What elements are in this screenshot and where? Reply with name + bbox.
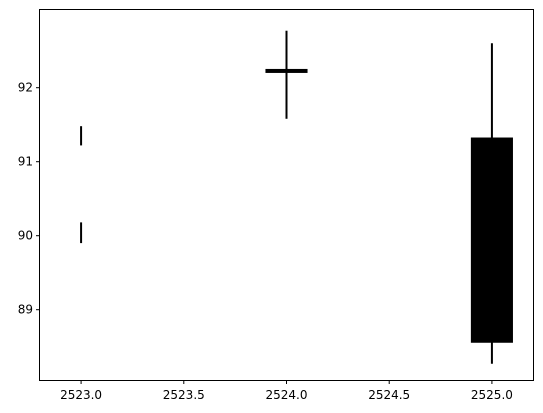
- y-tick-label: 91: [18, 155, 33, 169]
- candle-2: [265, 30, 308, 119]
- x-tick-label: 2524.5: [368, 388, 410, 402]
- candle-3: [470, 43, 513, 364]
- y-tick-label: 92: [18, 81, 33, 95]
- candle-body: [265, 68, 308, 73]
- y-axis: 89 90 91 92: [18, 81, 40, 317]
- x-axis: 2523.0 2523.5 2524.0 2524.5 2525.0: [60, 380, 513, 402]
- x-tick-label: 2523.5: [163, 388, 205, 402]
- x-tick-label: 2523.0: [60, 388, 102, 402]
- y-tick-label: 89: [18, 303, 33, 317]
- x-tick-label: 2525.0: [471, 388, 513, 402]
- candle-body: [470, 137, 513, 343]
- plot-marks: [80, 30, 513, 364]
- y-tick-label: 90: [18, 229, 33, 243]
- x-tick-label: 2524.0: [266, 388, 308, 402]
